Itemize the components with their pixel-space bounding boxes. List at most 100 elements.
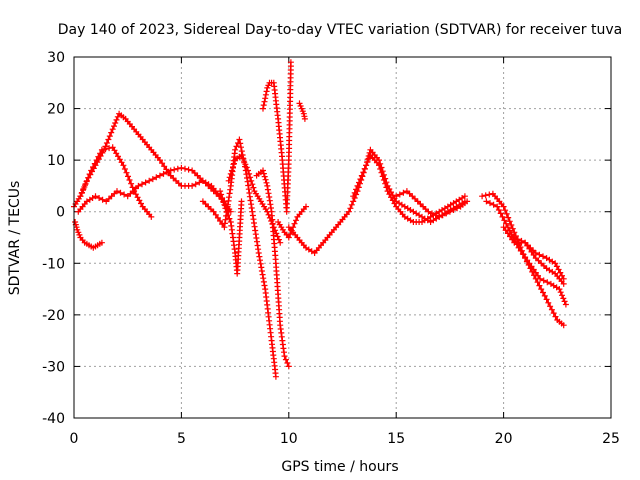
data-point xyxy=(555,266,562,273)
data-point xyxy=(495,207,502,213)
data-point xyxy=(160,170,167,177)
data-point xyxy=(366,155,372,162)
data-point xyxy=(96,195,103,201)
data-point xyxy=(557,289,564,296)
chart-title: Day 140 of 2023, Sidereal Day-to-day VTE… xyxy=(58,22,622,38)
data-point xyxy=(226,215,233,222)
data-point xyxy=(376,162,382,169)
data-point xyxy=(562,301,569,308)
series-line xyxy=(395,190,468,218)
data-point xyxy=(511,234,518,241)
data-point xyxy=(114,113,121,120)
data-point xyxy=(515,244,522,251)
data-point xyxy=(379,173,386,180)
data-point xyxy=(509,225,516,232)
data-point xyxy=(265,190,272,197)
data-point xyxy=(105,136,112,143)
data-point xyxy=(125,173,131,180)
data-point xyxy=(261,98,268,105)
data-point xyxy=(547,303,554,310)
data-point xyxy=(238,198,245,205)
data-point xyxy=(528,248,535,255)
data-point xyxy=(500,203,507,210)
data-point xyxy=(93,157,100,164)
data-point xyxy=(135,182,142,189)
data-point xyxy=(231,160,237,167)
data-point xyxy=(260,275,267,282)
series-arc-4 xyxy=(77,144,155,220)
series-arc-8 xyxy=(253,167,292,370)
data-point xyxy=(79,189,85,196)
data-point xyxy=(361,165,368,172)
data-point xyxy=(83,178,90,185)
data-point xyxy=(220,198,227,205)
data-point xyxy=(102,146,109,152)
data-point xyxy=(285,234,292,241)
data-point xyxy=(108,129,115,136)
data-point xyxy=(534,279,541,286)
data-point xyxy=(380,177,387,183)
data-point xyxy=(219,221,226,228)
data-point xyxy=(506,218,513,225)
data-point xyxy=(167,167,174,174)
data-point xyxy=(536,282,543,289)
data-point xyxy=(384,188,391,195)
data-point xyxy=(156,157,163,164)
data-point xyxy=(192,181,199,188)
data-point xyxy=(538,286,545,293)
data-point xyxy=(348,201,355,208)
series-layer xyxy=(71,59,569,380)
data-point xyxy=(391,200,398,207)
data-point xyxy=(121,166,128,172)
data-point xyxy=(163,166,170,173)
data-point xyxy=(134,194,141,201)
data-point xyxy=(487,200,493,207)
data-point xyxy=(301,115,308,122)
data-point xyxy=(221,201,228,208)
data-point xyxy=(92,193,99,200)
series-arc-18 xyxy=(511,234,567,287)
data-point xyxy=(217,188,224,195)
y-tick-label: -30 xyxy=(42,359,65,375)
series-arc-14 xyxy=(393,188,471,220)
data-point xyxy=(159,160,166,167)
data-point xyxy=(210,208,217,215)
data-point xyxy=(121,191,128,198)
data-point xyxy=(350,198,357,205)
data-point xyxy=(222,205,229,212)
data-point xyxy=(260,102,267,109)
data-point xyxy=(90,164,96,170)
data-point xyxy=(265,211,272,218)
data-point xyxy=(550,310,557,317)
data-point xyxy=(356,179,362,186)
data-point xyxy=(479,193,486,200)
data-point xyxy=(483,198,490,205)
data-point xyxy=(148,213,155,220)
data-point xyxy=(224,212,231,219)
data-point xyxy=(350,193,357,200)
data-point xyxy=(226,174,233,181)
series-arc-16 xyxy=(483,198,569,308)
data-point xyxy=(377,166,384,172)
data-point xyxy=(454,205,461,212)
data-point xyxy=(250,184,257,191)
data-point xyxy=(114,188,120,195)
data-point xyxy=(291,220,298,227)
data-point xyxy=(389,197,396,204)
series-arc-3 xyxy=(75,164,234,215)
data-point xyxy=(464,198,471,205)
data-point xyxy=(136,197,143,204)
data-point xyxy=(522,254,529,261)
data-point xyxy=(230,164,236,170)
data-point xyxy=(502,207,509,214)
series-line xyxy=(352,154,466,223)
x-tick-label: 20 xyxy=(495,431,513,447)
data-point xyxy=(248,177,255,184)
data-point xyxy=(393,193,400,200)
data-point xyxy=(257,257,263,264)
data-point xyxy=(218,191,225,198)
data-point xyxy=(128,180,135,187)
data-point xyxy=(262,91,269,98)
data-point xyxy=(260,170,267,177)
tick-layer xyxy=(73,56,612,419)
